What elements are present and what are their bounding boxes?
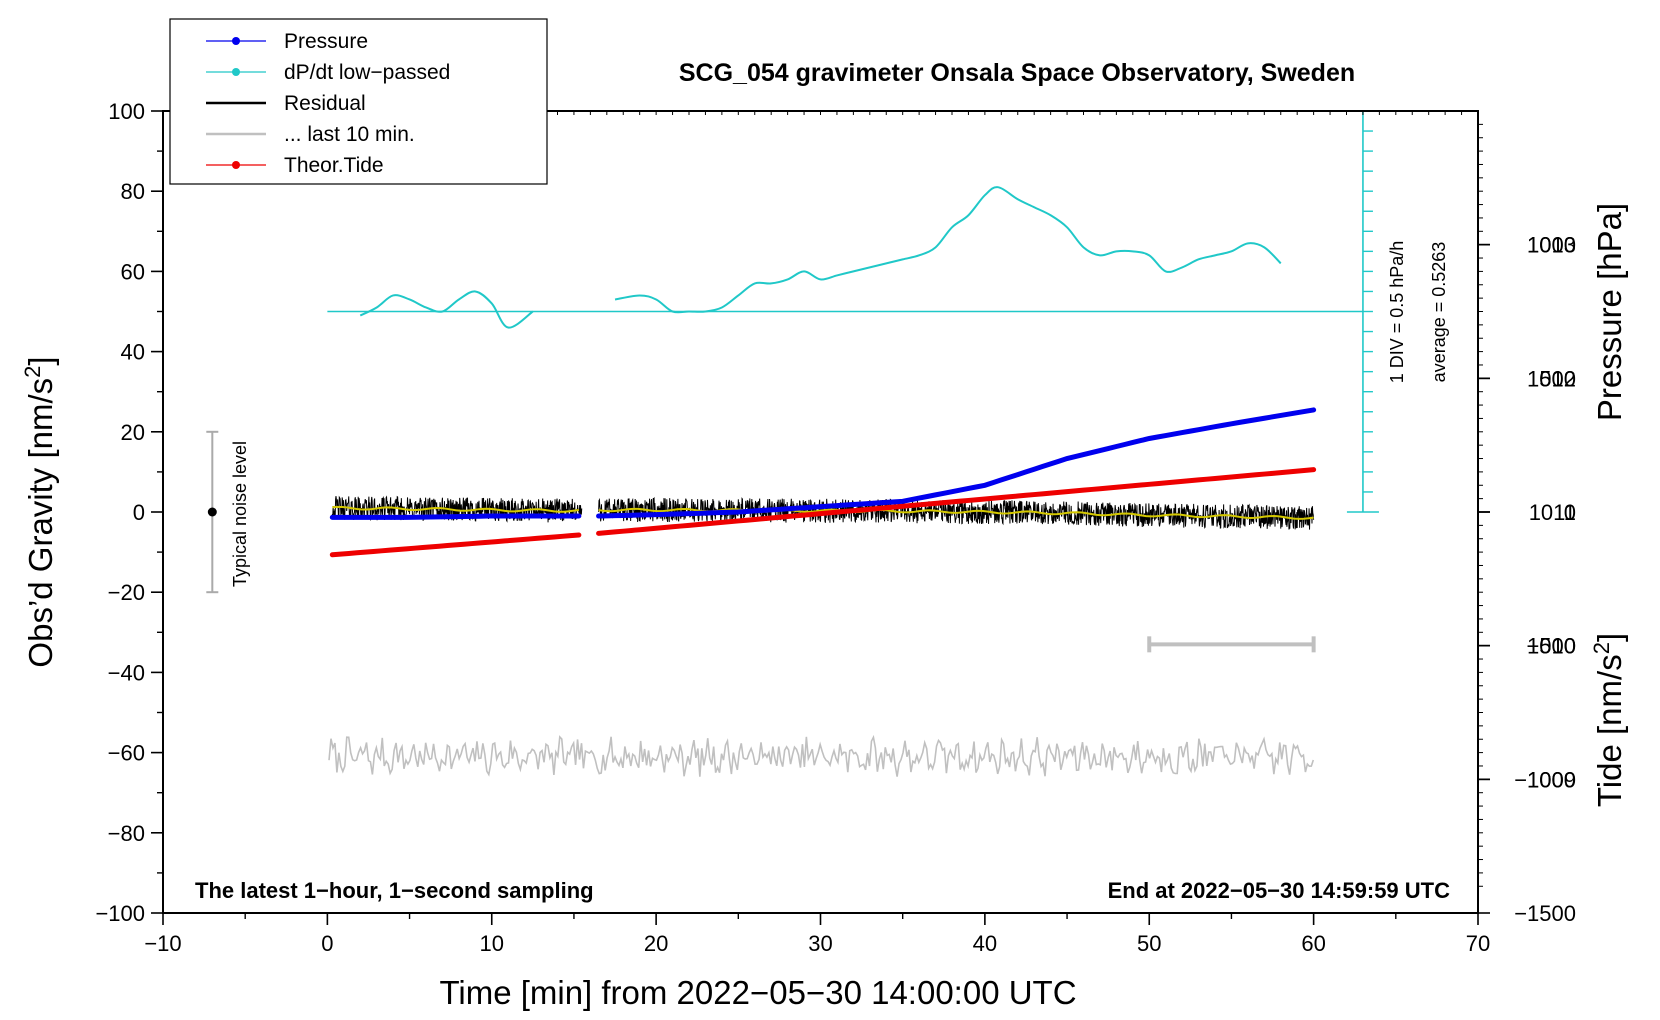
series-theor-tide [596,467,1317,536]
legend-swatch-marker [232,68,240,76]
y-pressure-tick-label: 1013 [1527,233,1576,258]
y-axis-title-pressure: Pressure [hPa] [1591,203,1628,421]
series-pressure [596,407,1317,519]
y-axis-title-gravity: Obs’d Gravity [nm/s2] [20,356,59,667]
legend-label: Theor.Tide [284,154,384,177]
series-pressure [329,513,582,520]
series-last-10-min [328,734,1315,777]
y-left-tick-label: 0 [133,500,145,525]
legend-swatch-marker [232,161,240,169]
legend-label: dP/dt low−passed [284,61,450,84]
y-pressure-tick-label: 1012 [1527,366,1576,391]
y-left-tick-label: 80 [121,179,145,204]
legend: Pressure dP/dt low−passed Residual ... last… [169,18,548,185]
plot-layer [206,110,1379,777]
x-axis-title: Time [min] from 2022−05−30 14:00:00 UTC [439,974,1076,1011]
y-tide-tick-label: 1000 [1527,233,1576,258]
y-axis-title-gravity-sup: 2 [20,366,45,378]
y-left-tick-label: −60 [108,741,145,766]
y-axis-title-tide-sup: 2 [1589,642,1614,654]
annotation-sampling: The latest 1−hour, 1−second sampling [195,878,594,903]
y-tide-tick-label: −500 [1526,634,1576,659]
series-residual [598,496,1315,530]
noise-level-label: Typical noise level [230,441,250,587]
y-pressure-tick-label: 1010 [1527,634,1576,659]
y-pressure-tick-label: 1011 [1529,500,1576,525]
y-axis-title-gravity-text: Obs’d Gravity [nm/s [22,378,59,668]
x-tick-label: 20 [644,931,668,956]
x-tick-label: 40 [973,931,997,956]
y-tide-tick-label: 0 [1564,500,1576,525]
y-left-tick-label: 60 [121,259,145,284]
y-axis-title-tide-text: Tide [nm/s [1591,654,1628,807]
legend-label: Pressure [284,30,368,53]
y-axis-title-tide-close: ] [1591,633,1628,642]
series-residual-smoothed [332,505,579,513]
y-tide-tick-label: 500 [1539,366,1576,391]
x-tick-label: 50 [1137,931,1161,956]
tick-layer: −10 0 10 20 30 40 50 60 70100806040200−20−40−60−… [95,99,1576,956]
chart-title: SCG_054 gravimeter Onsala Space Observat… [679,59,1355,87]
y-axis-title-tide: Tide [nm/s2] [1589,633,1628,807]
y-left-tick-label: 40 [121,340,145,365]
y-left-tick-label: 20 [121,420,145,445]
series-dpdt [614,186,1282,314]
legend-label: Residual [284,92,366,115]
y-left-tick-label: −20 [108,580,145,605]
x-tick-label: −10 [144,931,181,956]
annotation-end-time: End at 2022−05−30 14:59:59 UTC [1108,878,1451,903]
legend-label: ... last 10 min. [284,123,415,146]
y-axis-title-gravity-close: ] [22,356,59,365]
legend-box [169,18,548,185]
y-left-tick-label: −100 [95,901,145,926]
y-left-tick-label: 100 [108,99,145,124]
x-tick-label: 30 [808,931,832,956]
series-theor-tide [329,532,582,558]
x-tick-label: 70 [1466,931,1490,956]
y-tide-tick-label: −1000 [1514,767,1576,792]
x-tick-label: 0 [321,931,333,956]
y-left-tick-label: −80 [108,821,145,846]
y-pressure-tick-label: 1009 [1527,767,1576,792]
scale-bar-average: average = 0.5263 [1429,242,1449,383]
y-tide-tick-label: −1500 [1514,901,1576,926]
x-tick-label: 10 [480,931,504,956]
series-dpdt [359,290,534,329]
x-tick-label: 60 [1301,931,1325,956]
scale-bar-label: 1 DIV = 0.5 hPa/h [1387,241,1407,384]
legend-swatch-marker [232,37,240,45]
y-left-tick-label: −40 [108,660,145,685]
noise-bar-center-point [207,507,217,517]
